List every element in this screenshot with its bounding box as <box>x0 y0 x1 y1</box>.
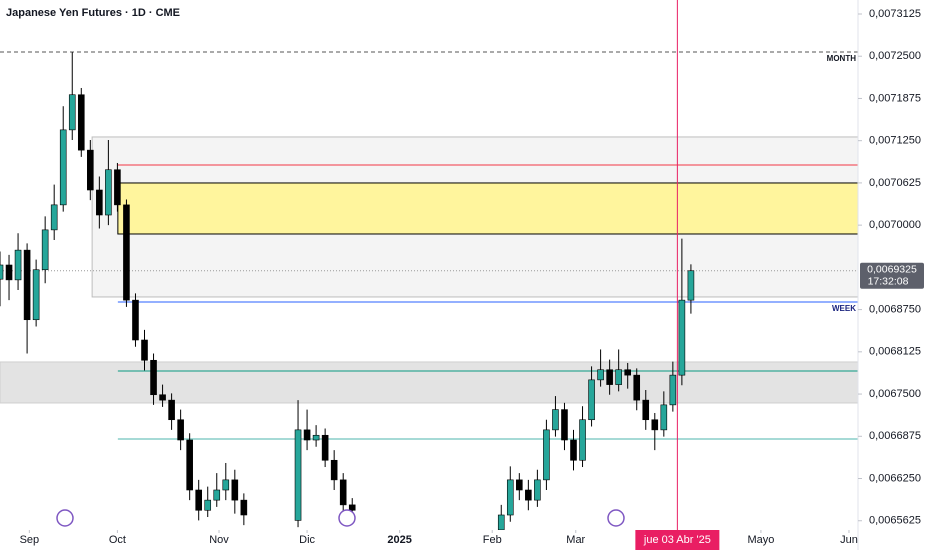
candle-body <box>312 434 320 441</box>
candle-body <box>32 269 40 321</box>
x-tick-label: Jun <box>840 534 858 546</box>
y-tick-label: 0,0071875 <box>869 92 921 104</box>
y-tick-label: 0,0070625 <box>869 177 921 189</box>
candle-body <box>114 169 121 206</box>
candle-body <box>348 504 356 511</box>
candle-body <box>23 249 31 321</box>
x-tick-label: Oct <box>109 534 126 546</box>
y-tick-label: 0,0066875 <box>869 430 921 442</box>
candle-body <box>186 439 193 491</box>
y-tick-label: 0,0071250 <box>869 135 921 147</box>
candle-body <box>222 479 230 491</box>
x-tick-label: Nov <box>209 534 229 546</box>
candle-body <box>213 489 221 501</box>
axes: 0,0073125 0,0072500 0,0071875 0,0071250 0,00… <box>20 8 924 550</box>
candle-body <box>231 479 239 501</box>
event-icon[interactable] <box>338 509 356 527</box>
candle-body <box>687 270 695 301</box>
candle-body <box>77 94 85 151</box>
candle-body <box>642 399 650 421</box>
y-tick-label: 0,0065625 <box>869 515 921 527</box>
candle-body <box>339 479 347 506</box>
candle-body <box>588 379 595 421</box>
x-tick-label: Sep <box>20 534 40 546</box>
level-label: MONTH <box>827 54 857 63</box>
candle-body <box>195 489 202 511</box>
level-label: WEEK <box>832 304 856 313</box>
candle-body <box>678 299 686 376</box>
candle-body <box>579 419 586 461</box>
candle-body <box>330 459 338 481</box>
crosshair-label-box <box>635 530 720 550</box>
candle-body <box>525 489 532 501</box>
candle-body <box>669 374 677 406</box>
chart-title: Japanese Yen Futures · 1D · CME <box>6 7 180 19</box>
candle-body <box>552 409 559 431</box>
event-icons <box>56 509 625 527</box>
crosshair-label: jue 03 Abr '25 <box>643 534 711 546</box>
zone <box>117 182 858 235</box>
candle-body <box>615 369 622 385</box>
candle-body <box>534 479 541 501</box>
candle-body <box>5 264 13 281</box>
candle-body <box>96 189 103 216</box>
y-tick-label: 0,0068125 <box>869 346 921 358</box>
y-tick-label: 0,0070000 <box>869 219 921 231</box>
x-tick-label: Dic <box>299 534 315 546</box>
candle-body <box>50 204 58 231</box>
candle-body <box>570 439 577 461</box>
candle-body <box>141 339 148 361</box>
candle-body <box>41 229 49 271</box>
candle-body <box>497 514 505 530</box>
candle-body <box>633 374 641 401</box>
plot-area: MONTH WEEK <box>0 0 858 530</box>
candle-body <box>321 434 329 461</box>
countdown-label: 17:32:08 <box>868 276 909 288</box>
candle-body <box>516 479 523 491</box>
candle-body <box>123 204 130 301</box>
candle-body <box>168 399 175 421</box>
y-tick-label: 0,0067500 <box>869 388 921 400</box>
x-tick-label: Mar <box>566 534 585 546</box>
candle-body <box>68 94 76 131</box>
y-tick-label: 0,0068750 <box>869 304 921 316</box>
candle-body <box>606 369 613 385</box>
candle-body <box>303 429 311 441</box>
candle-body <box>506 479 514 516</box>
candle-body <box>59 129 67 206</box>
candle-body <box>132 299 139 341</box>
candle-body <box>177 419 184 441</box>
candle-body <box>204 499 212 511</box>
candle-body <box>651 419 659 431</box>
y-tick-label: 0,0073125 <box>869 8 921 20</box>
candle-body <box>294 429 302 521</box>
x-tick-label: 2025 <box>387 534 411 546</box>
candle-body <box>159 394 166 401</box>
candle-body <box>597 369 604 381</box>
candle-body <box>105 169 112 216</box>
x-tick-label: Feb <box>483 534 502 546</box>
y-tick-label: 0,0072500 <box>869 50 921 62</box>
candle-body <box>87 149 94 191</box>
current-price-box <box>860 262 924 289</box>
candle-body <box>624 369 631 376</box>
current-price-label: 0,0069325 <box>867 264 917 276</box>
event-icon[interactable] <box>607 509 625 527</box>
y-tick-label: 0,0066250 <box>869 472 921 484</box>
candle-body <box>561 409 568 441</box>
candle-body <box>0 264 4 280</box>
candle-body <box>150 359 157 396</box>
candle-body <box>543 429 550 481</box>
candle-body <box>14 249 22 281</box>
candle-body <box>240 499 248 516</box>
x-tick-label: Mayo <box>747 534 774 546</box>
zone <box>0 361 858 404</box>
candle-body <box>660 404 668 431</box>
event-icon[interactable] <box>56 509 74 527</box>
